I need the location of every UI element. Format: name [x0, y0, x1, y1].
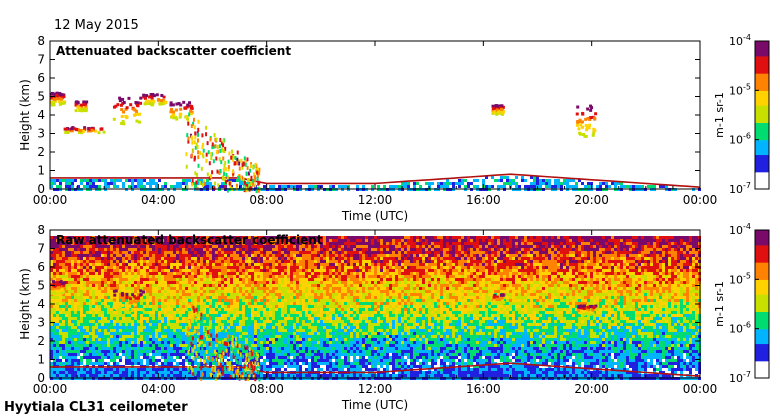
panel2-cloud-feature — [576, 304, 598, 317]
panel1-y-tick-label: 3 — [37, 127, 45, 141]
panel2-y-tick-label: 4 — [37, 297, 45, 311]
panel1-colorbar-tick-label: 10-5 — [729, 82, 751, 97]
panel2-y-tick-label: 1 — [37, 353, 45, 367]
panel1-colorbar: 10-7 10-6 10-5 10-4 m-1 sr-1 — [713, 33, 770, 196]
panel2-cloud-feature — [491, 293, 506, 305]
panel2-y-tick-label: 3 — [37, 316, 45, 330]
panel2-y-tick-label: 8 — [37, 223, 45, 237]
panel1-x-tick-label: 00:00 — [33, 193, 68, 207]
date-label: 12 May 2015 — [54, 18, 139, 33]
panel1-y-tick-label: 4 — [37, 108, 45, 122]
panel2-colorbar-tick-label: 10-6 — [729, 321, 751, 336]
panel1-cloud-feature — [575, 104, 598, 138]
panel2-x-tick-label: 16:00 — [466, 382, 501, 396]
panel1-y-tick-label: 1 — [37, 164, 45, 178]
panel2-title: Raw attenuated backscatter coefficient — [56, 233, 323, 247]
panel2-y-axis-label: Height (km) — [18, 268, 32, 339]
panel2-x-tick-label: 00:00 — [683, 382, 718, 396]
panel2-x-tick-label: 00:00 — [33, 382, 68, 396]
panel2-precipitation-streaks — [186, 303, 261, 382]
panel2-x-tick-label: 04:00 — [141, 382, 176, 396]
panel2-colorbar-tick-label: 10-7 — [729, 370, 751, 385]
panel1-cloud-feature — [63, 126, 106, 135]
panel2-colorbar-frame — [754, 229, 770, 379]
panel1-x-tick-label: 16:00 — [466, 193, 501, 207]
panel1-colorbar-tick-label: 10-4 — [729, 33, 751, 48]
panel2-cloud-feature — [112, 289, 145, 314]
panel1-x-tick-label: 00:00 — [683, 193, 718, 207]
panel1-y-tick-label: 6 — [37, 71, 45, 85]
panel1-cloud-feature — [50, 91, 67, 107]
panel1-x-axis-label: Time (UTC) — [341, 209, 408, 223]
panel2-y-tick-label: 2 — [37, 334, 45, 348]
panel2-y-tick-label: 0 — [37, 371, 45, 385]
panel2-y-tick-label: 6 — [37, 260, 45, 274]
panel1-x-tick-label: 04:00 — [141, 193, 176, 207]
panel1-cloud-feature — [112, 96, 143, 126]
panel2-y-tick-label: 7 — [37, 242, 45, 256]
instrument-label: Hyytiala CL31 ceilometer — [4, 400, 188, 415]
panel1-y-tick-label: 7 — [37, 53, 45, 67]
panel2-colorbar-tick-label: 10-5 — [729, 271, 751, 286]
panel1-cloud-feature — [169, 100, 194, 121]
panel1-colorbar-frame — [754, 40, 770, 190]
panel1-boundary-layer-line — [50, 173, 701, 188]
panel2-colorbar: 10-7 10-6 10-5 10-4 m-1 sr-1 — [713, 222, 770, 385]
panel2-y-tick-label: 5 — [37, 279, 45, 293]
panel1-cloud-feature — [142, 92, 168, 107]
panel1-precipitation-streaks — [185, 112, 261, 193]
panel1-y-tick-label: 0 — [37, 182, 45, 196]
panel1-x-tick-label: 12:00 — [358, 193, 393, 207]
panel2-x-tick-label: 12:00 — [358, 382, 393, 396]
panel1-colorbar-tick-label: 10-7 — [729, 181, 751, 196]
panel2-x-tick-label: 08:00 — [249, 382, 284, 396]
panel1-x-tick-label: 08:00 — [249, 193, 284, 207]
panel1-x-tick-label: 20:00 — [574, 193, 609, 207]
panel2-backscatter-field — [50, 236, 701, 380]
panel2-x-axis-label: Time (UTC) — [341, 398, 408, 412]
panel1-y-tick-label: 8 — [37, 34, 45, 48]
panel1-cloud-feature — [74, 100, 89, 113]
panel2-x-tick-label: 20:00 — [574, 382, 609, 396]
panel2-boundary-layer-line — [50, 362, 701, 377]
panel1-plot-area — [50, 41, 700, 189]
panel2-colorbar-tick-label: 10-4 — [729, 222, 751, 237]
panel1-y-tick-label: 2 — [37, 145, 45, 159]
panel1-title: Attenuated backscatter coefficient — [56, 44, 291, 58]
panel1-cloud-feature — [491, 104, 505, 116]
panel1-y-axis-label: Height (km) — [18, 79, 32, 150]
panel1-colorbar-label: m-1 sr-1 — [713, 92, 726, 138]
panel2-colorbar-label: m-1 sr-1 — [713, 281, 726, 327]
panel1-colorbar-tick-label: 10-6 — [729, 132, 751, 147]
panel2-chart: Raw attenuated backscatter coefficient00… — [18, 222, 770, 412]
panel1-y-tick-label: 5 — [37, 90, 45, 104]
